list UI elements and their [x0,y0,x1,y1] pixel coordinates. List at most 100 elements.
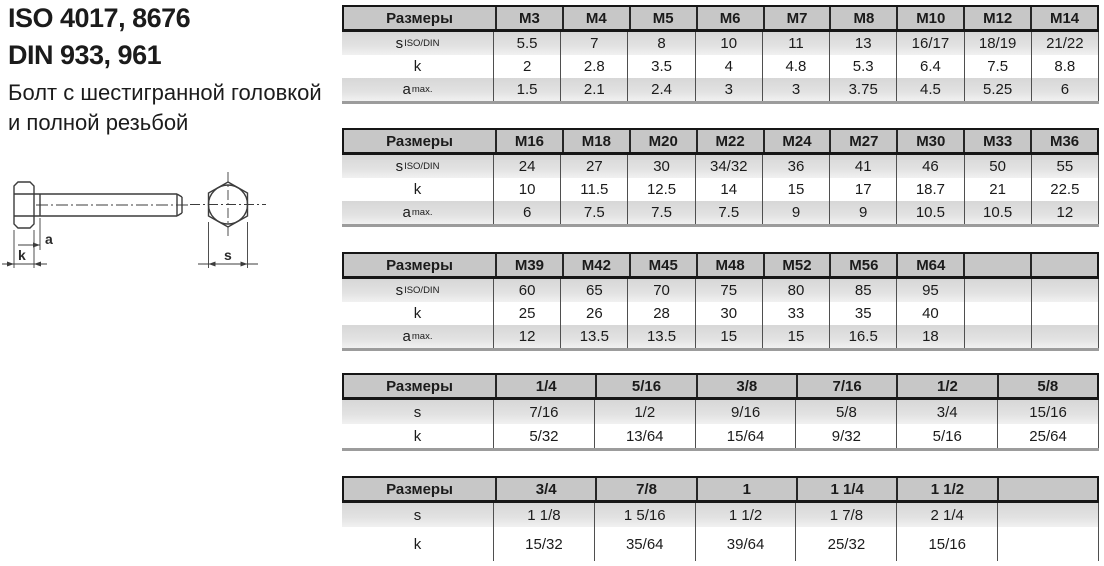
table-header-label: Размеры [386,256,453,274]
din-standard-title: DIN 933, 961 [8,40,162,70]
value-cell: 9 [761,201,829,224]
value-cell: 1 1/2 [694,503,796,527]
value-cell: 15 [761,178,829,201]
dimension-a-label: a [45,231,53,247]
value-cell: 5.25 [963,78,1031,101]
product-description-line2: и полной резьбой [8,110,189,135]
table-bottom-shadow [342,224,1099,227]
row-label-subscript: max. [411,330,433,342]
bolt-technical-drawing: a k s [2,172,266,268]
row-label: a max. [402,328,433,345]
value-cell: 21/22 [1030,32,1098,55]
row-label: k [413,181,422,198]
product-description-line1: Болт с шестигранной головкой [8,80,322,105]
value-cell: 85 [829,279,896,302]
value-cell: 5/32 [493,424,594,448]
column-header: M48 [695,254,763,276]
column-header: M7 [762,7,830,29]
value-cell: 9/32 [795,424,896,448]
value-cell: 24 [493,155,560,178]
value-cell: 15/16 [997,400,1098,424]
column-header: 3/8 [695,375,796,397]
table-metric-m16-m36: Размеры M16 M18 M20 M22 M24 M27 M30 M33 M36 s ISO/D… [342,128,1099,227]
value-cell: 18 [896,325,963,348]
row-label: s ISO/DIN [395,282,440,299]
column-header: M4 [561,7,629,29]
table-header-row: Размеры 1/4 5/16 3/8 7/16 1/2 5/8 [342,373,1099,400]
table-row: s ISO/DIN 5.5 7 8 10 11 13 16/17 18/19 21/22 [342,32,1099,55]
row-label-subscript: max. [411,206,433,218]
column-header: 7/16 [795,375,896,397]
value-cell [997,527,1098,561]
value-cell: 6.4 [896,55,963,78]
column-header: M20 [628,130,696,152]
value-cell: 2 [493,55,560,78]
value-cell [963,302,1031,325]
value-cell: 9/16 [694,400,796,424]
value-cell: 4.8 [761,55,829,78]
column-header: 1/2 [896,375,996,397]
value-cell: 3.75 [829,78,896,101]
row-label: s [413,506,422,524]
row-label: k [413,305,422,322]
value-cell: 9 [829,201,896,224]
column-header: M36 [1030,130,1097,152]
column-header: M18 [561,130,629,152]
value-cell: 1 7/8 [795,503,896,527]
column-header: M8 [829,7,896,29]
table-row: a max. 1.5 2.1 2.4 3 3 3.75 4.5 5.25 6 [342,78,1099,101]
value-cell: 15 [694,325,762,348]
table-bottom-shadow [342,448,1099,451]
table-row: s ISO/DIN 24 27 30 34/32 36 41 46 50 55 [342,155,1099,178]
table-row: s 1 1/8 1 5/16 1 1/2 1 7/8 2 1/4 [342,503,1099,527]
value-cell: 15/64 [694,424,796,448]
value-cell: 10 [694,32,762,55]
value-cell: 2 1/4 [896,503,997,527]
table-row: a max. 12 13.5 13.5 15 15 16.5 18 [342,325,1099,348]
table-row: s 7/16 1/2 9/16 5/8 3/4 15/16 [342,400,1099,424]
value-cell: 75 [694,279,762,302]
iso-standard-title: ISO 4017, 8676 [8,3,191,33]
value-cell: 18.7 [896,178,963,201]
value-cell: 3 [694,78,762,101]
value-cell: 4 [694,55,762,78]
table-bottom-shadow [342,101,1099,104]
value-cell: 16/17 [896,32,963,55]
value-cell: 5.5 [493,32,560,55]
column-header: 3/4 [495,478,595,500]
table-row: k 10 11.5 12.5 14 15 17 18.7 21 22.5 [342,178,1099,201]
value-cell: 65 [560,279,627,302]
value-cell: 39/64 [694,527,796,561]
value-cell: 7 [560,32,627,55]
value-cell: 50 [963,155,1031,178]
column-header: 1/4 [495,375,595,397]
value-cell: 41 [829,155,896,178]
value-cell: 21 [963,178,1031,201]
row-label: a max. [402,81,433,98]
table-header-label: Размеры [386,132,453,150]
value-cell: 70 [627,279,694,302]
column-header: M30 [896,130,963,152]
column-header: M3 [495,7,562,29]
value-cell: 7.5 [560,201,627,224]
value-cell: 25/32 [795,527,896,561]
value-cell: 1.5 [493,78,560,101]
row-label: s ISO/DIN [395,158,440,175]
value-cell: 5/8 [795,400,896,424]
value-cell: 25 [493,302,560,325]
value-cell: 18/19 [963,32,1031,55]
value-cell: 30 [627,155,694,178]
column-header: 1 [695,478,796,500]
table-header-label: Размеры [386,480,453,498]
value-cell: 5/16 [896,424,997,448]
column-header: M27 [829,130,896,152]
row-label-subscript: ISO/DIN [404,284,440,296]
column-header: M52 [762,254,830,276]
value-cell: 1 5/16 [593,503,695,527]
table-header-row: Размеры M3 M4 M5 M6 M7 M8 M10 M12 M14 [342,5,1099,32]
row-label-subscript: max. [411,83,433,95]
value-cell: 15/32 [493,527,594,561]
value-cell: 12.5 [627,178,694,201]
value-cell: 3/4 [896,400,997,424]
column-header: 5/8 [996,375,1097,397]
